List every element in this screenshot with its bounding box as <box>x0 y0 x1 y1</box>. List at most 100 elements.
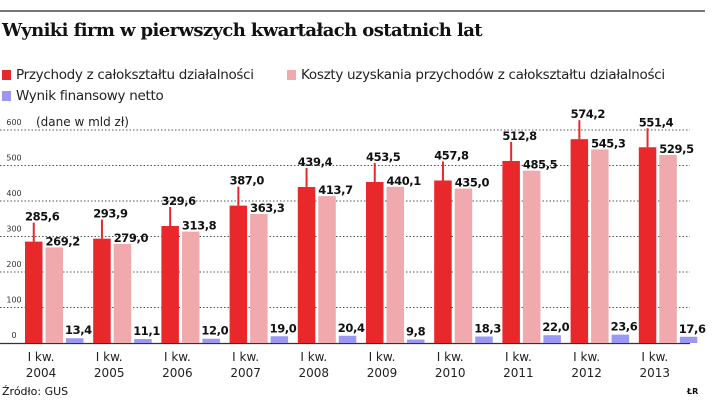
data-label: 440,1 <box>387 174 422 188</box>
x-tick-label-year: 2006 <box>162 366 193 380</box>
data-label: 574,2 <box>571 107 605 121</box>
y-tick-label: 400 <box>6 189 21 198</box>
bar-net <box>407 339 425 343</box>
x-tick-label-year: 2009 <box>367 366 398 380</box>
legend-swatch-costs <box>287 70 296 80</box>
bar-costs <box>454 188 473 343</box>
source-note: Źródło: GUS <box>2 385 69 398</box>
y-tick-label: 600 <box>6 118 21 127</box>
y-tick-label: 300 <box>6 225 21 234</box>
bar-revenue <box>25 241 43 343</box>
data-label: 529,5 <box>659 142 694 156</box>
bar-costs <box>659 155 677 343</box>
data-label: 545,3 <box>591 136 626 150</box>
data-label: 11,1 <box>133 324 160 338</box>
x-tick-label-year: 2013 <box>640 366 671 380</box>
x-tick-label-quarter: I kw. <box>164 350 191 364</box>
data-label: 293,9 <box>93 207 128 221</box>
x-tick-label-year: 2012 <box>571 366 602 380</box>
bar-net <box>270 336 289 343</box>
legend-label: Wynik finansowy netto <box>16 88 164 104</box>
data-label: 485,5 <box>523 158 558 172</box>
author-signature: ŁR <box>687 387 699 396</box>
bar-costs <box>522 170 541 343</box>
bar-net <box>475 336 493 343</box>
bar-costs <box>45 247 63 343</box>
data-label: 13,4 <box>65 323 92 337</box>
x-tick-label-quarter: I kw. <box>369 350 396 364</box>
x-tick-label-quarter: I kw. <box>505 350 532 364</box>
bar-net <box>679 336 698 343</box>
data-label: 512,8 <box>502 129 537 143</box>
x-tick-label-year: 2007 <box>230 366 261 380</box>
data-label: 551,4 <box>639 115 674 129</box>
legend-swatch-net <box>2 91 11 101</box>
x-tick-label-year: 2008 <box>299 366 330 380</box>
bar-revenue <box>434 180 452 343</box>
x-tick-label-quarter: I kw. <box>641 350 668 364</box>
data-label: 387,0 <box>230 174 265 188</box>
data-label: 413,7 <box>318 183 353 197</box>
x-tick-label-quarter: I kw. <box>96 350 123 364</box>
data-label: 22,0 <box>542 320 569 334</box>
data-label: 18,3 <box>474 322 501 336</box>
legend-label: Przychody z całokształtu działalności <box>16 67 254 83</box>
bar-revenue <box>570 139 589 343</box>
bar-costs <box>113 243 132 343</box>
data-label: 453,5 <box>366 150 401 164</box>
bar-costs <box>386 186 404 343</box>
top-rule <box>0 10 705 12</box>
legend-item-revenue: Przychody z całokształtu działalności <box>2 67 254 83</box>
unit-note: (dane w mld zł) <box>36 115 129 129</box>
bar-revenue <box>638 147 657 343</box>
x-tick-label-year: 2004 <box>26 366 57 380</box>
data-label: 313,8 <box>182 219 217 233</box>
x-tick-label-quarter: I kw. <box>28 350 55 364</box>
legend-swatch-revenue <box>2 70 11 80</box>
bar-costs <box>591 149 609 343</box>
bar-revenue <box>366 182 384 343</box>
x-tick-label-quarter: I kw. <box>437 350 464 364</box>
data-label: 279,0 <box>114 231 149 245</box>
data-label: 269,2 <box>46 234 80 248</box>
data-label: 19,0 <box>270 321 297 335</box>
data-label: 329,6 <box>161 194 196 208</box>
x-tick-label-quarter: I kw. <box>300 350 327 364</box>
data-label: 439,4 <box>298 155 333 169</box>
bar-costs <box>181 231 200 343</box>
x-tick-label-year: 2005 <box>94 366 125 380</box>
legend-item-net: Wynik finansowy netto <box>2 88 164 104</box>
bar-net <box>338 335 357 343</box>
legend-item-costs: Koszty uzyskania przychodów z całokształ… <box>287 67 665 83</box>
x-tick-label-year: 2010 <box>435 366 466 380</box>
bar-net <box>66 338 84 343</box>
bar-net <box>611 334 630 343</box>
bar-revenue <box>161 225 179 343</box>
x-tick-label-year: 2011 <box>503 366 534 380</box>
data-label: 17,6 <box>679 322 706 336</box>
y-tick-label: 100 <box>6 296 21 305</box>
y-tick-label: 500 <box>6 154 21 163</box>
data-label: 23,6 <box>611 320 638 334</box>
y-tick-label: 0 <box>11 331 16 340</box>
bar-revenue <box>93 238 111 343</box>
x-tick-label-quarter: I kw. <box>573 350 600 364</box>
data-label: 363,3 <box>250 201 285 215</box>
bar-net <box>134 339 152 343</box>
data-label: 12,0 <box>201 324 228 338</box>
x-tick-label-quarter: I kw. <box>232 350 259 364</box>
bar-revenue <box>229 205 248 343</box>
data-label: 20,4 <box>338 321 365 335</box>
data-label: 457,8 <box>434 148 469 162</box>
bar-revenue <box>297 187 316 343</box>
chart-title: Wyniki firm w pierwszych kwartałach osta… <box>2 20 483 41</box>
data-label: 435,0 <box>455 176 490 190</box>
data-label: 9,8 <box>406 325 426 339</box>
legend-label: Koszty uzyskania przychodów z całokształ… <box>301 67 665 83</box>
y-tick-label: 200 <box>6 260 21 269</box>
data-label: 285,6 <box>25 210 60 224</box>
bar-net <box>543 335 561 343</box>
bar-net <box>202 338 220 343</box>
bar-costs <box>250 214 268 343</box>
